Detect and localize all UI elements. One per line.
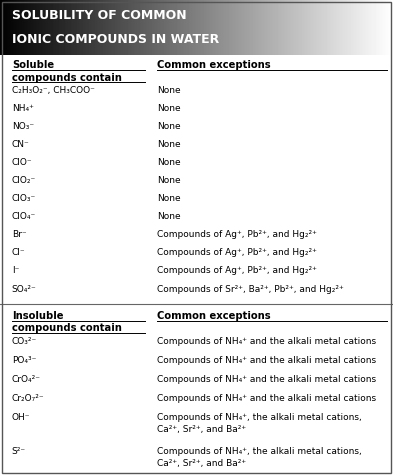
Text: ClO⁻: ClO⁻ — [12, 158, 32, 167]
Text: IONIC COMPOUNDS IN WATER: IONIC COMPOUNDS IN WATER — [12, 33, 219, 46]
Text: Soluble: Soluble — [12, 60, 54, 70]
Text: Compounds of NH₄⁺ and the alkali metal cations: Compounds of NH₄⁺ and the alkali metal c… — [157, 394, 376, 403]
Text: I⁻: I⁻ — [12, 266, 19, 276]
Text: ClO₂⁻: ClO₂⁻ — [12, 176, 36, 185]
Text: Common exceptions: Common exceptions — [157, 60, 271, 70]
Text: Cl⁻: Cl⁻ — [12, 248, 26, 257]
Text: S²⁻: S²⁻ — [12, 447, 26, 456]
Text: None: None — [157, 122, 181, 131]
Text: ClO₃⁻: ClO₃⁻ — [12, 194, 36, 203]
Text: None: None — [157, 194, 181, 203]
Text: SOLUBILITY OF COMMON: SOLUBILITY OF COMMON — [12, 9, 186, 22]
Text: Insoluble: Insoluble — [12, 311, 63, 321]
Text: Compounds of Ag⁺, Pb²⁺, and Hg₂²⁺: Compounds of Ag⁺, Pb²⁺, and Hg₂²⁺ — [157, 248, 317, 257]
Text: Compounds of Sr²⁺, Ba²⁺, Pb²⁺, and Hg₂²⁺: Compounds of Sr²⁺, Ba²⁺, Pb²⁺, and Hg₂²⁺ — [157, 285, 344, 294]
Text: None: None — [157, 176, 181, 185]
Text: CrO₄²⁻: CrO₄²⁻ — [12, 375, 41, 384]
Text: compounds contain: compounds contain — [12, 323, 122, 333]
Text: Compounds of NH₄⁺ and the alkali metal cations: Compounds of NH₄⁺ and the alkali metal c… — [157, 375, 376, 384]
Text: Compounds of Ag⁺, Pb²⁺, and Hg₂²⁺: Compounds of Ag⁺, Pb²⁺, and Hg₂²⁺ — [157, 230, 317, 239]
Text: None: None — [157, 104, 181, 113]
Text: Compounds of Ag⁺, Pb²⁺, and Hg₂²⁺: Compounds of Ag⁺, Pb²⁺, and Hg₂²⁺ — [157, 266, 317, 276]
Text: PO₄³⁻: PO₄³⁻ — [12, 356, 36, 365]
Text: CO₃²⁻: CO₃²⁻ — [12, 337, 37, 346]
Text: compounds contain: compounds contain — [12, 73, 122, 83]
Text: NH₄⁺: NH₄⁺ — [12, 104, 34, 113]
Text: None: None — [157, 212, 181, 221]
Text: Common exceptions: Common exceptions — [157, 311, 271, 321]
Text: Compounds of NH₄⁺ and the alkali metal cations: Compounds of NH₄⁺ and the alkali metal c… — [157, 356, 376, 365]
Text: None: None — [157, 140, 181, 149]
Text: None: None — [157, 86, 181, 95]
Text: ClO₄⁻: ClO₄⁻ — [12, 212, 36, 221]
Text: Cr₂O₇²⁻: Cr₂O₇²⁻ — [12, 394, 44, 403]
Text: CN⁻: CN⁻ — [12, 140, 29, 149]
Text: SO₄²⁻: SO₄²⁻ — [12, 285, 37, 294]
Text: NO₃⁻: NO₃⁻ — [12, 122, 34, 131]
Text: Compounds of NH₄⁺ and the alkali metal cations: Compounds of NH₄⁺ and the alkali metal c… — [157, 337, 376, 346]
Text: OH⁻: OH⁻ — [12, 413, 30, 422]
Bar — [0, 55, 393, 475]
Text: Compounds of NH₄⁺, the alkali metal cations,
Ca²⁺, Sr²⁺, and Ba²⁺: Compounds of NH₄⁺, the alkali metal cati… — [157, 413, 362, 434]
Text: Br⁻: Br⁻ — [12, 230, 26, 239]
Text: None: None — [157, 158, 181, 167]
Text: Compounds of NH₄⁺, the alkali metal cations,
Ca²⁺, Sr²⁺, and Ba²⁺: Compounds of NH₄⁺, the alkali metal cati… — [157, 447, 362, 468]
Text: C₂H₃O₂⁻, CH₃COO⁻: C₂H₃O₂⁻, CH₃COO⁻ — [12, 86, 95, 95]
